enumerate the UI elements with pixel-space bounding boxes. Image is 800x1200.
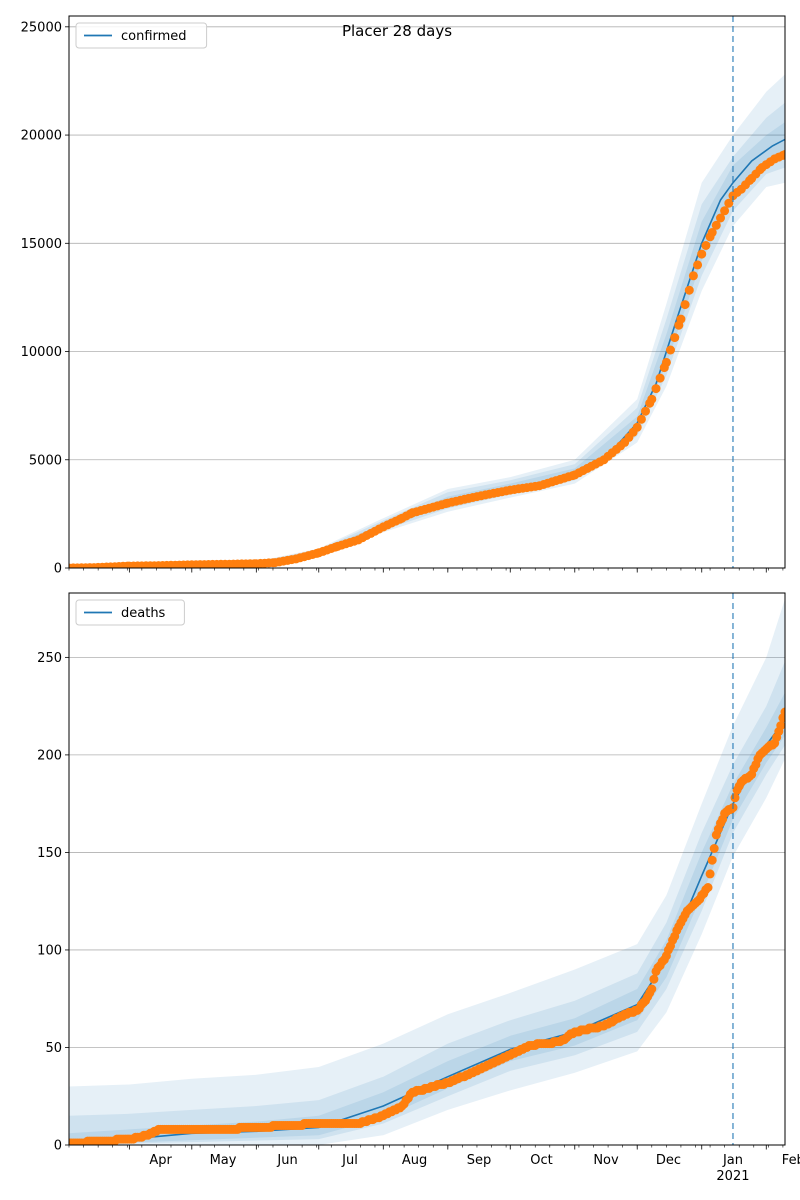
y-tick-label: 250 <box>37 651 62 666</box>
observed-point <box>655 373 665 383</box>
y-tick-label: 5000 <box>29 453 62 468</box>
observed-point <box>676 314 686 324</box>
x-tick-label: Dec <box>656 1153 681 1168</box>
x-tick-label: Jul <box>341 1153 358 1168</box>
observed-point <box>697 249 707 259</box>
x-tick-label: Feb <box>782 1153 800 1168</box>
observed-point <box>661 357 671 367</box>
x-tick-label: Sep <box>467 1153 492 1168</box>
observed-point <box>730 793 740 803</box>
axes-frame <box>68 592 786 1146</box>
x-tick-label: Jan <box>722 1153 743 1168</box>
x-tick-label: Aug <box>402 1153 427 1168</box>
x-tick-label: May <box>210 1153 237 1168</box>
observed-point <box>707 228 717 237</box>
x-tick-label: Apr <box>149 1153 172 1168</box>
x-year-label: 2021 <box>716 1169 749 1184</box>
observed-point <box>701 241 711 250</box>
observed-point <box>780 150 785 159</box>
y-tick-label: 100 <box>37 943 62 958</box>
observed-point <box>693 260 703 270</box>
y-tick-label: 200 <box>37 748 62 763</box>
uncertainty-band <box>69 102 785 568</box>
observed-point <box>707 855 717 865</box>
observed-point <box>647 984 657 994</box>
y-tick-label: 150 <box>37 846 62 861</box>
y-tick-label: 10000 <box>21 345 62 360</box>
x-tick-label: Nov <box>593 1153 619 1168</box>
legend: deaths <box>75 599 185 626</box>
y-tick-label: 25000 <box>21 20 62 35</box>
axes-frame <box>68 15 786 569</box>
uncertainty-band <box>69 74 785 568</box>
observed-point <box>688 271 698 281</box>
observed-point <box>684 285 694 295</box>
observed-point <box>780 707 785 717</box>
observed-point <box>647 394 657 404</box>
observed-point <box>711 220 721 230</box>
legend-label: deaths <box>121 606 166 621</box>
observed-point <box>724 198 734 208</box>
x-tick-label: Jun <box>276 1153 297 1168</box>
observed-point <box>776 721 785 731</box>
deaths-panel: 0 50 100 150 200 250 Apr May Jun Jul Aug Sep Oct Nov D… <box>37 592 800 1184</box>
legend: confirmed <box>75 22 208 49</box>
confirmed-panel: 0 5000 10000 15000 20000 25000 confirmed <box>21 15 786 577</box>
observed-point <box>651 384 661 394</box>
plot-content <box>69 598 785 1145</box>
observed-point <box>709 844 719 853</box>
observed-point <box>636 414 646 424</box>
y-tick-label: 20000 <box>21 129 62 144</box>
observed-point <box>641 406 650 416</box>
figure-title: Placer 28 days <box>342 22 452 40</box>
y-tick-label: 15000 <box>21 237 62 252</box>
uncertainty-band <box>69 598 785 1145</box>
legend-box <box>75 599 185 626</box>
observed-point <box>716 213 725 223</box>
observed-point <box>705 869 715 879</box>
observed-point <box>703 883 713 892</box>
y-tick-label: 0 <box>54 1139 62 1154</box>
observed-point <box>680 300 690 310</box>
legend-box <box>75 22 208 49</box>
y-tick-label: 0 <box>54 562 62 577</box>
x-tick-label: Oct <box>530 1153 552 1168</box>
plot-content <box>69 74 785 568</box>
observed-point <box>720 206 730 216</box>
uncertainty-band <box>69 692 785 1145</box>
observed-point <box>649 974 659 984</box>
observed-point <box>632 422 642 432</box>
observed-point <box>670 333 680 343</box>
legend-label: confirmed <box>121 29 187 44</box>
y-tick-label: 50 <box>45 1041 62 1056</box>
observed-point <box>666 345 675 355</box>
